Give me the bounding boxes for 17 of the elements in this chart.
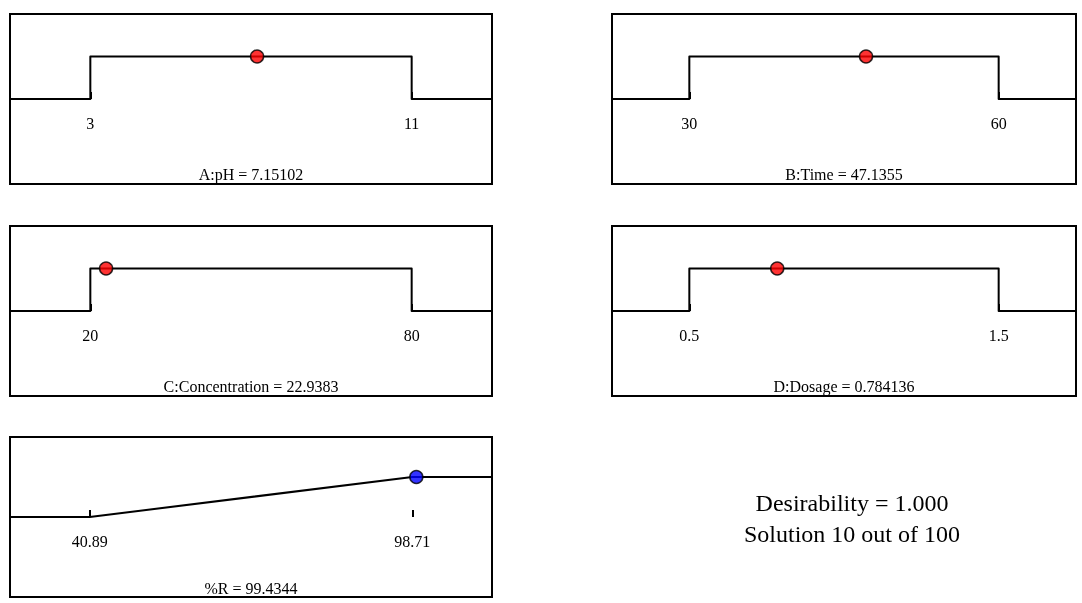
x-tick-label: 1.5 [988,326,1009,344]
text: Solution 10 out of 100 [743,520,961,549]
text: Desirability = 1.000 [754,489,950,518]
x-tick-label: 98.71 [394,532,431,550]
x-tick-label: 80 [403,326,420,344]
x-axis-title: C:Concentration = 22.9383 [163,377,339,395]
x-tick-label: 60 [990,114,1007,132]
x-tick-label: 11 [403,114,420,132]
x-tick-label: 40.89 [71,532,108,550]
x-tick-label: 0.5 [679,326,700,344]
x-tick-label: 3 [86,114,95,132]
x-axis-title: B:Time = 47.1355 [785,165,903,183]
x-axis-title: D:Dosage = 0.784136 [773,377,915,396]
x-tick-label: 30 [681,114,698,132]
x-tick-label: 20 [82,326,99,344]
x-axis-title: %R = 99.4344 [204,579,298,597]
x-axis-title: A:pH = 7.15102 [198,165,304,184]
